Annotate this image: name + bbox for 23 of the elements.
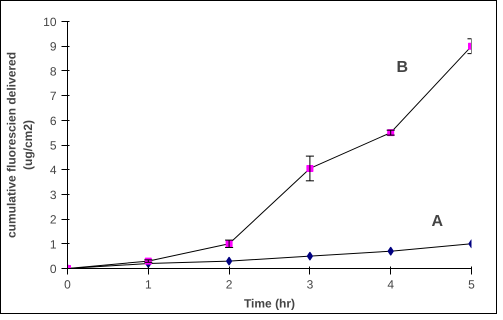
y-tick-label: 8 xyxy=(50,64,57,78)
y-axis-title: cumulative fluorescien delivered (ug/cm2) xyxy=(4,52,36,238)
point xyxy=(306,252,314,261)
x-tick-label: 2 xyxy=(226,278,233,292)
x-tick-label: 1 xyxy=(144,278,152,292)
x-tick-label: 5 xyxy=(468,278,476,292)
y-tick-label: 5 xyxy=(50,138,57,152)
y-tick-label: 9 xyxy=(50,40,57,54)
series-label: A xyxy=(432,212,444,230)
y-tick-label: 1 xyxy=(50,237,57,252)
series-label: B xyxy=(396,59,408,76)
y-tick-label: 6 xyxy=(50,114,57,128)
x-tick-label: 0 xyxy=(64,278,72,292)
y-tick-label: 7 xyxy=(50,89,57,104)
x-tick-label: 3 xyxy=(306,278,314,292)
point xyxy=(226,256,232,266)
y-tick-label: 2 xyxy=(50,212,57,227)
y-tick-label: 0 xyxy=(50,262,57,276)
y-tick-label: 10 xyxy=(43,15,57,29)
x-tick-label: 4 xyxy=(387,278,394,292)
y-tick-label: 4 xyxy=(50,163,57,178)
y-tick-label: 3 xyxy=(50,188,57,202)
x-axis-title: Time (hr) xyxy=(244,296,296,310)
